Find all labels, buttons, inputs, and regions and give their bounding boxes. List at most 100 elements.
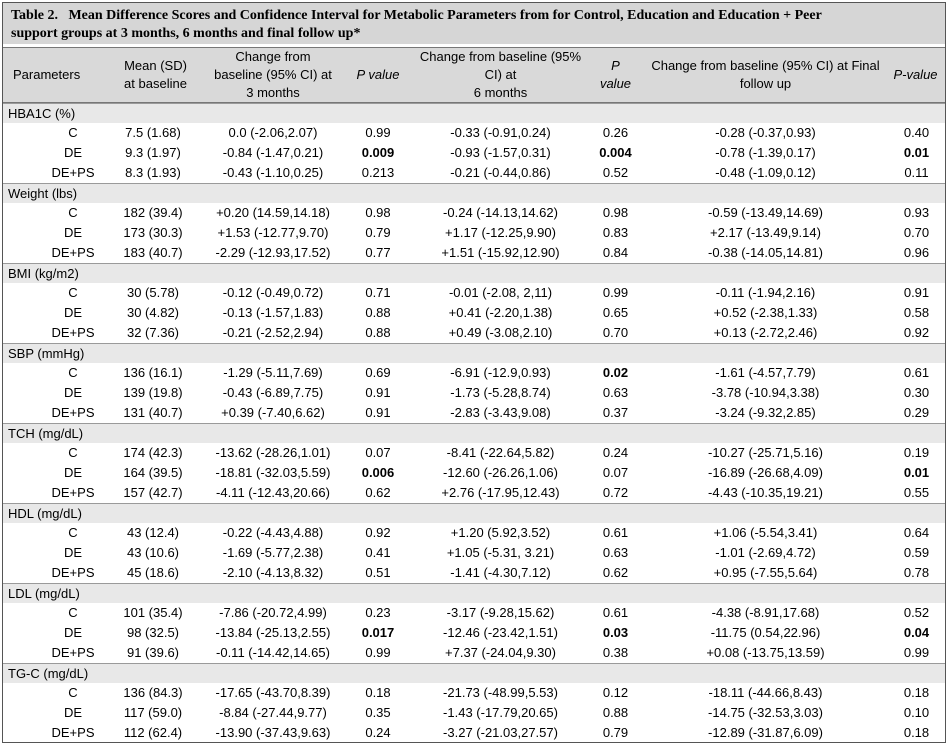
- cell-group: DE: [63, 385, 83, 400]
- cell-mean: 117 (59.0): [123, 705, 183, 720]
- header-parameters: Parameters: [13, 48, 103, 102]
- cell-mean: 139 (19.8): [123, 385, 183, 400]
- cell-change-3m: -0.21 (-2.52,2.94): [222, 325, 324, 340]
- cell-mean: 173 (30.3): [123, 225, 183, 240]
- cell-p-6m: 0.83: [602, 225, 629, 240]
- cell-p-3m: 0.213: [361, 165, 395, 180]
- cell-p-3m: 0.009: [361, 145, 395, 160]
- cell-change-3m: -4.11 (-12.43,20.66): [216, 485, 330, 500]
- group-label: SBP (mmHg): [8, 346, 85, 361]
- header-p3-label: P value: [356, 67, 400, 82]
- cell-change-final: -3.24 (-9.32,2.85): [715, 405, 816, 420]
- group-label: HDL (mg/dL): [8, 506, 82, 521]
- cell-group: DE: [63, 465, 83, 480]
- cell-p-3m: 0.23: [365, 605, 391, 620]
- cell-p-3m: 0.24: [365, 725, 391, 740]
- cell-p-final: 0.52: [903, 605, 930, 620]
- table-row: DE+PS 157 (42.7) -4.11 (-12.43,20.66) 0.62 +…: [3, 483, 945, 503]
- cell-mean: 30 (4.82): [126, 305, 180, 320]
- cell-p-final: 0.59: [903, 545, 930, 560]
- cell-change-3m: -1.29 (-5.11,7.69): [223, 365, 323, 380]
- cell-change-3m: -1.69 (-5.77,2.38): [222, 545, 324, 560]
- cell-change-6m: +1.20 (5.92,3.52): [450, 525, 551, 540]
- cell-mean: 136 (16.1): [123, 365, 183, 380]
- cell-p-3m: 0.99: [365, 645, 391, 660]
- cell-p-6m: 0.70: [602, 325, 629, 340]
- cell-p-6m: 0.99: [602, 285, 629, 300]
- title-line-1: Table 2. Mean Difference Scores and Conf…: [11, 7, 937, 25]
- cell-change-final: +0.13 (-2.72,2.46): [713, 325, 818, 340]
- cell-p-6m: 0.24: [602, 445, 629, 460]
- cell-change-final: -0.11 (-1.94,2.16): [715, 285, 816, 300]
- cell-p-3m: 0.017: [361, 625, 395, 640]
- cell-p-final: 0.11: [904, 165, 929, 180]
- cell-change-3m: -7.86 (-20.72,4.99): [219, 605, 327, 620]
- cell-change-final: +0.52 (-2.38,1.33): [713, 305, 818, 320]
- cell-group: DE: [63, 705, 83, 720]
- header-mean: Mean (SD) at baseline: [108, 48, 203, 102]
- cell-change-final: -3.78 (-10.94,3.38): [711, 385, 820, 400]
- cell-change-6m: +7.37 (-24.04,9.30): [445, 645, 556, 660]
- cell-p-final: 0.64: [903, 525, 930, 540]
- title-label: Table 2.: [11, 8, 58, 23]
- cell-change-3m: -0.11 (-14.42,14.65): [216, 645, 330, 660]
- group-header-row: HBA1C (%): [3, 103, 945, 123]
- cell-change-3m: -13.84 (-25.13,2.55): [215, 625, 331, 640]
- cell-mean: 164 (39.5): [123, 465, 183, 480]
- cell-p-final: 0.19: [903, 445, 930, 460]
- cell-change-3m: -8.84 (-27.44,9.77): [219, 705, 327, 720]
- cell-p-final: 0.92: [903, 325, 930, 340]
- table-row: DE 98 (32.5) -13.84 (-25.13,2.55) 0.017 -12.…: [3, 623, 945, 643]
- cell-group: DE: [63, 305, 83, 320]
- cell-group: C: [68, 605, 78, 620]
- cell-change-final: +0.95 (-7.55,5.64): [713, 565, 818, 580]
- cell-p-3m: 0.41: [365, 545, 391, 560]
- cell-p-final: 0.18: [903, 685, 930, 700]
- table-row: C 136 (16.1) -1.29 (-5.11,7.69) 0.69 -6.91 (…: [3, 363, 945, 383]
- cell-change-final: -0.59 (-13.49,14.69): [708, 205, 823, 220]
- cell-change-final: -11.75 (0.54,22.96): [710, 625, 821, 640]
- cell-p-3m: 0.88: [365, 325, 391, 340]
- cell-group: DE+PS: [51, 645, 95, 660]
- cell-p-6m: 0.72: [602, 485, 629, 500]
- cell-p-3m: 0.77: [365, 245, 391, 260]
- group-label: BMI (kg/m2): [8, 266, 79, 281]
- group-header-row: Weight (lbs): [3, 183, 945, 203]
- cell-change-6m: +0.41 (-2.20,1.38): [448, 305, 553, 320]
- cell-change-6m: -0.01 (-2.08, 2,11): [448, 285, 553, 300]
- header-parameters-label: Parameters: [13, 67, 81, 82]
- cell-p-3m: 0.51: [365, 565, 391, 580]
- cell-p-3m: 0.07: [365, 445, 391, 460]
- cell-change-3m: -0.13 (-1.57,1.83): [222, 305, 324, 320]
- cell-p-final: 0.99: [903, 645, 930, 660]
- title-text-line2: support groups at 3 months, 6 months and…: [11, 26, 361, 41]
- cell-change-final: -0.28 (-0.37,0.93): [715, 125, 816, 140]
- table-row: C 182 (39.4) +0.20 (14.59,14.18) 0.98 -0.24 …: [3, 203, 945, 223]
- cell-change-6m: -12.46 (-23.42,1.51): [443, 625, 558, 640]
- cell-group: DE+PS: [51, 405, 95, 420]
- header-change-6m: Change from baseline (95% CI) at 6 months: [413, 48, 588, 102]
- table-row: DE 139 (19.8) -0.43 (-6.89,7.75) 0.91 -1.73 …: [3, 383, 945, 403]
- cell-mean: 43 (12.4): [126, 525, 180, 540]
- cell-p-final: 0.96: [903, 245, 930, 260]
- cell-group: DE: [63, 625, 83, 640]
- cell-change-final: -4.43 (-10.35,19.21): [708, 485, 823, 500]
- cell-change-final: -4.38 (-8.91,17.68): [711, 605, 820, 620]
- cell-p-6m: 0.03: [602, 625, 629, 640]
- cell-mean: 174 (42.3): [123, 445, 183, 460]
- table-row: DE+PS 131 (40.7) +0.39 (-7.40,6.62) 0.91 -2.…: [3, 403, 945, 423]
- cell-change-3m: -0.22 (-4.43,4.88): [222, 525, 324, 540]
- cell-p-final: 0.10: [903, 705, 930, 720]
- header-ch3-l2: baseline (95% CI) at: [214, 67, 332, 82]
- table-row: DE 9.3 (1.97) -0.84 (-1.47,0.21) 0.009 -0.93…: [3, 143, 945, 163]
- cell-group: DE+PS: [51, 725, 95, 740]
- cell-mean: 30 (5.78): [126, 285, 180, 300]
- cell-mean: 112 (62.4): [123, 725, 183, 740]
- header-p-3m: P value: [343, 48, 413, 102]
- cell-change-6m: -0.24 (-14.13,14.62): [443, 205, 558, 220]
- cell-change-final: -1.01 (-2.69,4.72): [715, 545, 816, 560]
- cell-p-3m: 0.91: [365, 405, 391, 420]
- cell-mean: 8.3 (1.93): [125, 165, 181, 180]
- cell-p-final: 0.91: [903, 285, 930, 300]
- cell-p-final: 0.01: [903, 145, 930, 160]
